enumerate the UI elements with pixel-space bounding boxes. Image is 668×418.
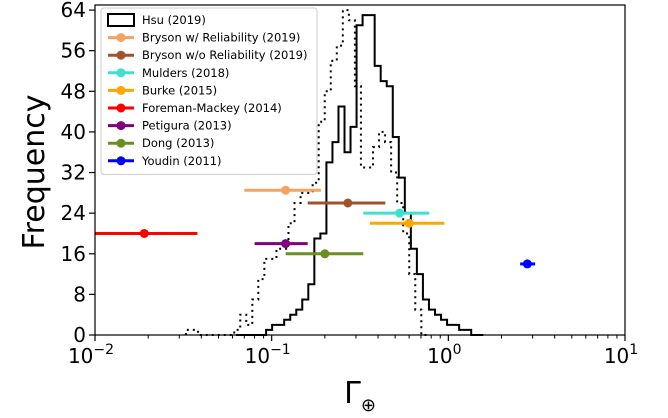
y-tick-label-6: 48 xyxy=(61,79,86,103)
x-tick-label-1: 10−1 xyxy=(245,342,291,368)
x-tick-base-3: 10 xyxy=(604,344,629,368)
y-tick-label-5: 40 xyxy=(61,120,86,144)
legend-marker-5 xyxy=(117,121,126,130)
errorbar-point-0 xyxy=(281,186,290,195)
errorbar-point-5 xyxy=(281,239,290,248)
errorbar-point-1 xyxy=(343,199,352,208)
legend-label-2: Mulders (2018) xyxy=(142,66,229,80)
x-tick-label-2: 100 xyxy=(427,342,461,368)
errorbar-point-3 xyxy=(405,219,414,228)
legend-label-7: Youdin (2011) xyxy=(141,154,222,168)
x-tick-exp-2: 0 xyxy=(453,342,462,358)
x-tick-base-2: 10 xyxy=(427,344,452,368)
legend-label-5: Petigura (2013) xyxy=(142,119,232,133)
x-tick-label-0: 10−2 xyxy=(68,342,114,368)
x-axis-title-symbol: Γ xyxy=(344,376,361,411)
legend-marker-7 xyxy=(117,156,126,165)
legend-marker-6 xyxy=(117,139,126,148)
legend-marker-3 xyxy=(117,86,126,95)
legend-marker-2 xyxy=(117,68,126,77)
x-tick-base-1: 10 xyxy=(245,344,270,368)
legend-label-hsu: Hsu (2019) xyxy=(142,13,206,27)
legend-label-4: Foreman-Mackey (2014) xyxy=(142,101,282,115)
x-tick-label-3: 101 xyxy=(604,342,638,368)
x-tick-exp-0: −2 xyxy=(93,342,114,358)
y-tick-label-8: 64 xyxy=(61,0,86,22)
legend-label-3: Burke (2015) xyxy=(142,83,217,97)
errorbar-point-7 xyxy=(523,259,532,268)
x-axis-title-subscript: ⊕ xyxy=(361,395,376,413)
legend: Hsu (2019) Bryson w/ Reliability (2019) Br… xyxy=(101,8,317,174)
legend-label-1: Bryson w/o Reliability (2019) xyxy=(142,48,307,62)
errorbar-point-6 xyxy=(320,249,329,258)
x-tick-exp-1: −1 xyxy=(270,342,291,358)
legend-label-0: Bryson w/ Reliability (2019) xyxy=(142,31,300,45)
legend-marker-4 xyxy=(117,104,126,113)
y-tick-label-4: 32 xyxy=(61,161,86,185)
errorbar-point-4 xyxy=(140,229,149,238)
y-axis-title: Frequency xyxy=(17,95,52,250)
legend-label-6: Dong (2013) xyxy=(142,136,214,150)
y-tick-label-7: 56 xyxy=(61,39,86,63)
legend-marker-0 xyxy=(117,33,126,42)
x-tick-exp-3: 1 xyxy=(629,342,638,358)
y-tick-label-3: 24 xyxy=(61,201,86,225)
x-axis-title: Γ⊕ xyxy=(344,376,376,413)
x-tick-base-0: 10 xyxy=(68,344,93,368)
legend-marker-1 xyxy=(117,51,126,60)
errorbar-point-2 xyxy=(395,209,404,218)
y-tick-label-2: 16 xyxy=(61,242,86,266)
y-tick-label-1: 8 xyxy=(73,282,86,306)
